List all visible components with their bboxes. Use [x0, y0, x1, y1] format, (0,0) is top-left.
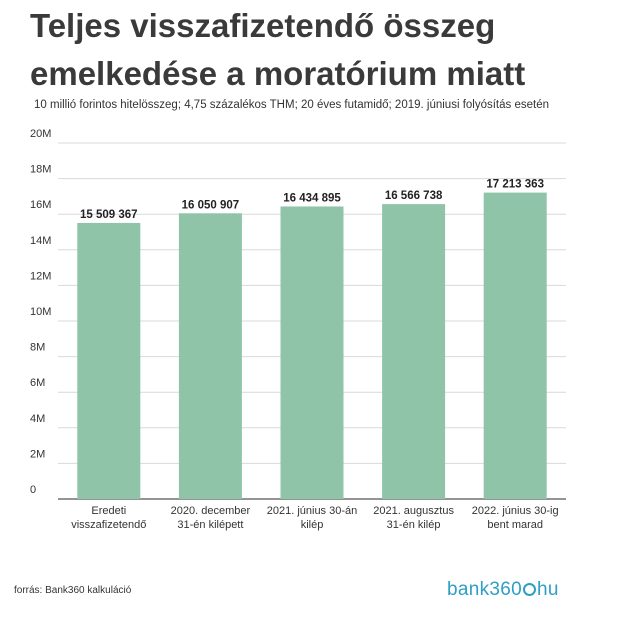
y-tick-label: 20M: [30, 128, 51, 140]
x-tick-label: bent marad: [487, 519, 543, 531]
y-tick-label: 6M: [30, 377, 45, 389]
x-tick-label: 2021. augusztus: [373, 505, 454, 517]
bar: [178, 213, 242, 499]
source-note: forrás: Bank360 kalkuláció: [14, 585, 132, 596]
y-tick-label: 18M: [30, 164, 51, 176]
chart-title: Teljes visszafizetendő összeg emelkedése…: [30, 7, 526, 92]
y-tick-label: 12M: [30, 270, 51, 282]
x-tick-label: 31-én kilép: [387, 519, 441, 531]
bank360-logo: bank360.hu: [447, 579, 559, 600]
x-tick-label: visszafizetendő: [71, 519, 146, 531]
x-tick-label: 2021. június 30-án: [267, 505, 358, 517]
data-label: 16 434 895: [283, 192, 341, 204]
data-label: 17 213 363: [486, 179, 544, 191]
y-tick-label: 4M: [30, 413, 45, 425]
y-tick-label: 16M: [30, 199, 51, 211]
x-tick-label: 31-én kilépett: [177, 519, 243, 531]
data-label: 15 509 367: [80, 209, 138, 221]
x-tick-label: 2022. június 30-ig: [472, 505, 559, 517]
logo-ring-icon: .: [523, 583, 537, 596]
y-tick-label: 10M: [30, 306, 51, 318]
x-tick-label: 2020. december: [171, 505, 251, 517]
bar: [382, 204, 446, 499]
bar: [77, 222, 141, 499]
bar: [280, 206, 344, 499]
y-tick-label: 8M: [30, 342, 45, 354]
data-label: 16 566 738: [385, 190, 443, 202]
x-tick-label: Eredeti: [91, 505, 126, 517]
chart-subtitle: 10 millió forintos hitelösszeg; 4,75 szá…: [34, 99, 550, 111]
bar: [483, 192, 547, 499]
y-tick-label: 0: [30, 484, 36, 496]
y-tick-label: 14M: [30, 235, 51, 247]
y-tick-label: 2M: [30, 448, 45, 460]
data-label: 16 050 907: [182, 199, 240, 211]
x-tick-label: kilép: [301, 519, 324, 531]
